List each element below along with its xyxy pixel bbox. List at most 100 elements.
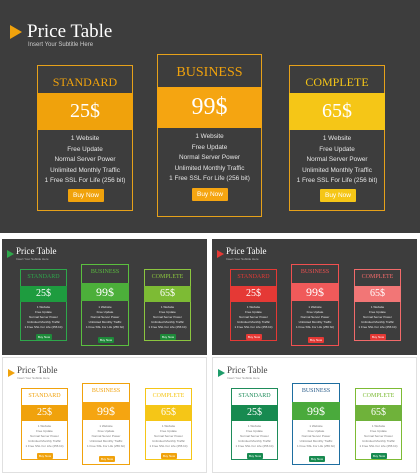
feature-item: 1 Website [161, 424, 176, 428]
plan-name: COMPLETE [151, 274, 184, 280]
feature-item: Free Update [246, 429, 263, 433]
buy-now-button[interactable]: Buy Now [246, 334, 262, 340]
plan-name: BUSINESS [91, 388, 121, 394]
plan-name: BUSINESS [301, 388, 331, 394]
feature-item: 1 Free SSL For Life (256 bit) [24, 325, 63, 329]
feature-item: 1 Website [98, 305, 112, 309]
feature-item: Unlimited Monthly Traffic [174, 164, 245, 172]
buy-now-button[interactable]: Buy Now [98, 337, 114, 343]
feature-item: Normal Server Power [90, 315, 120, 319]
feature-item: Normal Server Power [364, 434, 393, 438]
thumb-subtitle: Insert Your Subtitle Here [16, 257, 49, 261]
feature-item: Normal Server Power [29, 315, 58, 319]
plan-name: STANDARD [28, 393, 61, 399]
feature-item: 1 Website [70, 135, 100, 142]
buy-now-button[interactable]: Buy Now [371, 453, 387, 459]
buy-now-button[interactable]: Buy Now [99, 456, 115, 462]
feature-item: Normal Server Power [91, 434, 121, 438]
feature-item: Free Update [319, 145, 355, 153]
feature-item: 1 Free SSL For Life (256 bit) [297, 444, 335, 448]
feature-item: 1 Free SSL For Life (256 bit) [86, 325, 124, 329]
feature-list: 1 Website Free Update Normal Server Powe… [21, 305, 66, 330]
feature-item: Unlimited Monthly Traffic [298, 320, 332, 324]
feature-item: Unlimited Monthly Traffic [299, 439, 333, 443]
title-triangle-icon [8, 369, 15, 377]
plan-name: STANDARD [52, 75, 118, 89]
plan-name: BUSINESS [176, 65, 243, 80]
buy-now-button[interactable]: Buy Now [320, 189, 356, 202]
thumbnail-green-light[interactable]: Price Table Insert Your Subtitle Here ST… [212, 357, 417, 473]
thumbnail-green-dark[interactable]: Price Table Insert Your Subtitle Here ST… [2, 239, 207, 355]
feature-item: 1 Website [309, 424, 323, 428]
thumb-title: Price Table [17, 365, 58, 375]
thumb-subtitle: Insert Your Subtitle Here [17, 376, 50, 380]
feature-item: 1 Free SSL For Life (256 bit) [296, 325, 334, 329]
feature-item: Free Update [160, 429, 177, 433]
feature-item: 1 Website [322, 135, 352, 142]
plan-card-standard: STANDARD 25$ 1 Website Free Update Norma… [231, 388, 278, 460]
feature-item: Unlimited Monthly Traffic [238, 439, 271, 443]
buy-now-button[interactable]: Buy Now [309, 456, 325, 462]
feature-item: 1 Free SSL For Life (256 bit) [148, 325, 187, 329]
feature-item: Normal Server Power [154, 434, 183, 438]
feature-item: Normal Server Power [306, 156, 368, 164]
plan-price: 25$ [231, 405, 278, 421]
feature-item: 1 Website [36, 305, 51, 309]
buy-now-button[interactable]: Buy Now [161, 453, 177, 459]
plan-card-standard: STANDARD 25$ 1 Website Free Update Norma… [230, 269, 277, 341]
feature-item: 1 Website [308, 305, 322, 309]
feature-item: 1 Website [99, 424, 113, 428]
plan-price: 99$ [157, 87, 262, 128]
buy-now-button[interactable]: Buy Now [247, 453, 263, 459]
feature-item: Free Update [245, 310, 262, 314]
buy-now-button[interactable]: Buy Now [36, 334, 52, 340]
feature-item: 1 Free SSL For Life (256 bit) [358, 325, 397, 329]
plan-price: 65$ [144, 286, 191, 302]
buy-now-button[interactable]: Buy Now [192, 188, 228, 201]
feature-item: 1 Website [160, 305, 175, 309]
feature-item: Unlimited Monthly Traffic [50, 166, 120, 174]
feature-item: 1 Free SSL For Life (256 bit) [296, 177, 378, 185]
feature-item: Unlimited Monthly Traffic [361, 320, 394, 324]
plan-price: 65$ [145, 405, 192, 421]
plan-price: 65$ [289, 93, 385, 130]
plan-name: COMPLETE [305, 75, 369, 89]
feature-list: 1 Website Free Update Normal Server Powe… [82, 305, 128, 330]
plan-price: 99$ [81, 283, 129, 301]
buy-now-button[interactable]: Buy Now [370, 334, 386, 340]
plan-card-business: BUSINESS 99$ 1 Website Free Update Norma… [291, 264, 339, 346]
thumbnail-orange-light[interactable]: Price Table Insert Your Subtitle Here ST… [2, 357, 207, 473]
feature-item: 1 Free SSL For Life (256 bit) [149, 444, 188, 448]
page-subtitle: Insert Your Subtitle Here [28, 42, 94, 48]
feature-item: Normal Server Power [301, 434, 331, 438]
buy-now-button[interactable]: Buy Now [308, 337, 324, 343]
thumbnail-red-dark[interactable]: Price Table Insert Your Subtitle Here ST… [212, 239, 417, 355]
buy-now-button[interactable]: Buy Now [37, 453, 53, 459]
feature-item: Normal Server Power [239, 315, 268, 319]
plan-card-complete: COMPLETE 65$ 1 Website Free Update Norma… [144, 269, 191, 341]
title-triangle-icon [10, 25, 22, 39]
feature-item: Free Update [67, 145, 103, 153]
feature-item: Unlimited Monthly Traffic [151, 320, 184, 324]
plan-price: 99$ [82, 402, 130, 420]
plan-name: BUSINESS [300, 269, 330, 275]
buy-now-button[interactable]: Buy Now [68, 189, 104, 202]
feature-item: 1 Free SSL For Life (256 bit) [44, 177, 126, 185]
buy-now-button[interactable]: Buy Now [160, 334, 176, 340]
feature-list: 1 Website Free Update Normal Server Powe… [158, 132, 261, 185]
feature-item: 1 Free SSL For Life (256 bit) [359, 444, 398, 448]
plan-card-standard: STANDARD 25$ 1 Website Free Update Norma… [37, 65, 133, 211]
plan-card-complete: COMPLETE 65$ 1 Website Free Update Norma… [145, 388, 192, 460]
feature-item: Normal Server Power [178, 154, 241, 162]
plan-card-standard: STANDARD 25$ 1 Website Free Update Norma… [20, 269, 67, 341]
thumb-title: Price Table [16, 246, 57, 256]
feature-item: Free Update [35, 310, 52, 314]
feature-item: 1 Free SSL For Life (256 bit) [234, 325, 273, 329]
feature-list: 1 Website Free Update Normal Server Powe… [146, 424, 191, 449]
plan-price: 99$ [292, 402, 340, 420]
feature-list: 1 Website Free Update Normal Server Powe… [22, 424, 67, 449]
plan-price: 65$ [354, 286, 401, 302]
page-title: Price Table [27, 21, 113, 42]
feature-item: Free Update [307, 429, 325, 433]
plan-card-complete: COMPLETE 65$ 1 Website Free Update Norma… [355, 388, 402, 460]
